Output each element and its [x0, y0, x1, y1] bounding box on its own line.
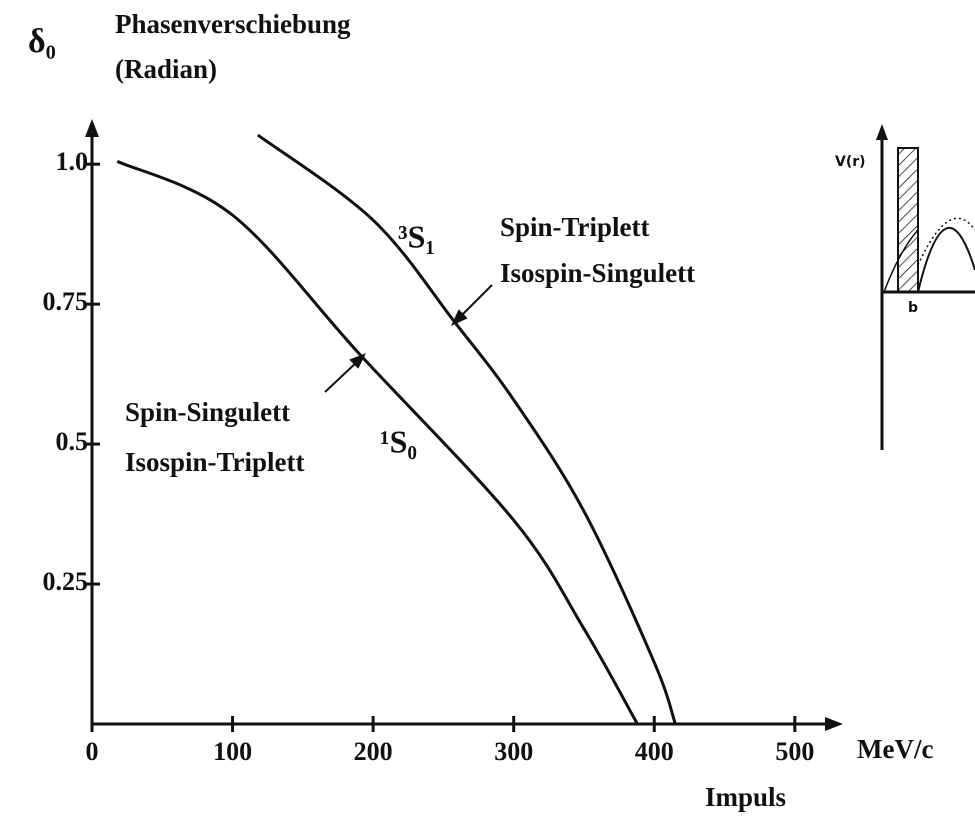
line [116, 160, 639, 725]
y-tick-label: 0.75 [43, 287, 89, 316]
series-description: Spin-Triplett [500, 212, 650, 242]
series-name: ³S₁ [398, 218, 435, 254]
y-label: Phasenverschiebung [115, 9, 351, 39]
x-tick-label: 200 [354, 737, 393, 766]
y-tick-label: 0.25 [43, 567, 89, 596]
x-tick-label: 0 [86, 737, 99, 766]
x-axis-arrow [825, 717, 843, 731]
series-description: Isospin-Singulett [500, 258, 695, 288]
x-label: Impuls [705, 782, 786, 812]
y-label: (Radian) [115, 54, 217, 84]
x-tick-label: 100 [213, 737, 252, 766]
inset-diagram [876, 124, 975, 450]
inset-label: V(r) [835, 154, 866, 170]
y-axis-arrow [85, 119, 99, 137]
x-unit: MeV/c [857, 734, 933, 764]
series-description: Spin-Singulett [125, 397, 290, 427]
annotation-arrows [324, 284, 493, 393]
y-symbol: δ₀ [28, 23, 56, 60]
series-name: ¹S₀ [380, 423, 417, 459]
x-tick-label: 500 [775, 737, 814, 766]
y-tick-label: 1.0 [56, 147, 89, 176]
x-tick-label: 400 [635, 737, 674, 766]
y-tick-label: 0.5 [56, 427, 89, 456]
x-tick-label: 300 [494, 737, 533, 766]
series-description: Isospin-Triplett [125, 447, 305, 477]
line [256, 133, 677, 725]
inset-label: b [908, 300, 918, 316]
